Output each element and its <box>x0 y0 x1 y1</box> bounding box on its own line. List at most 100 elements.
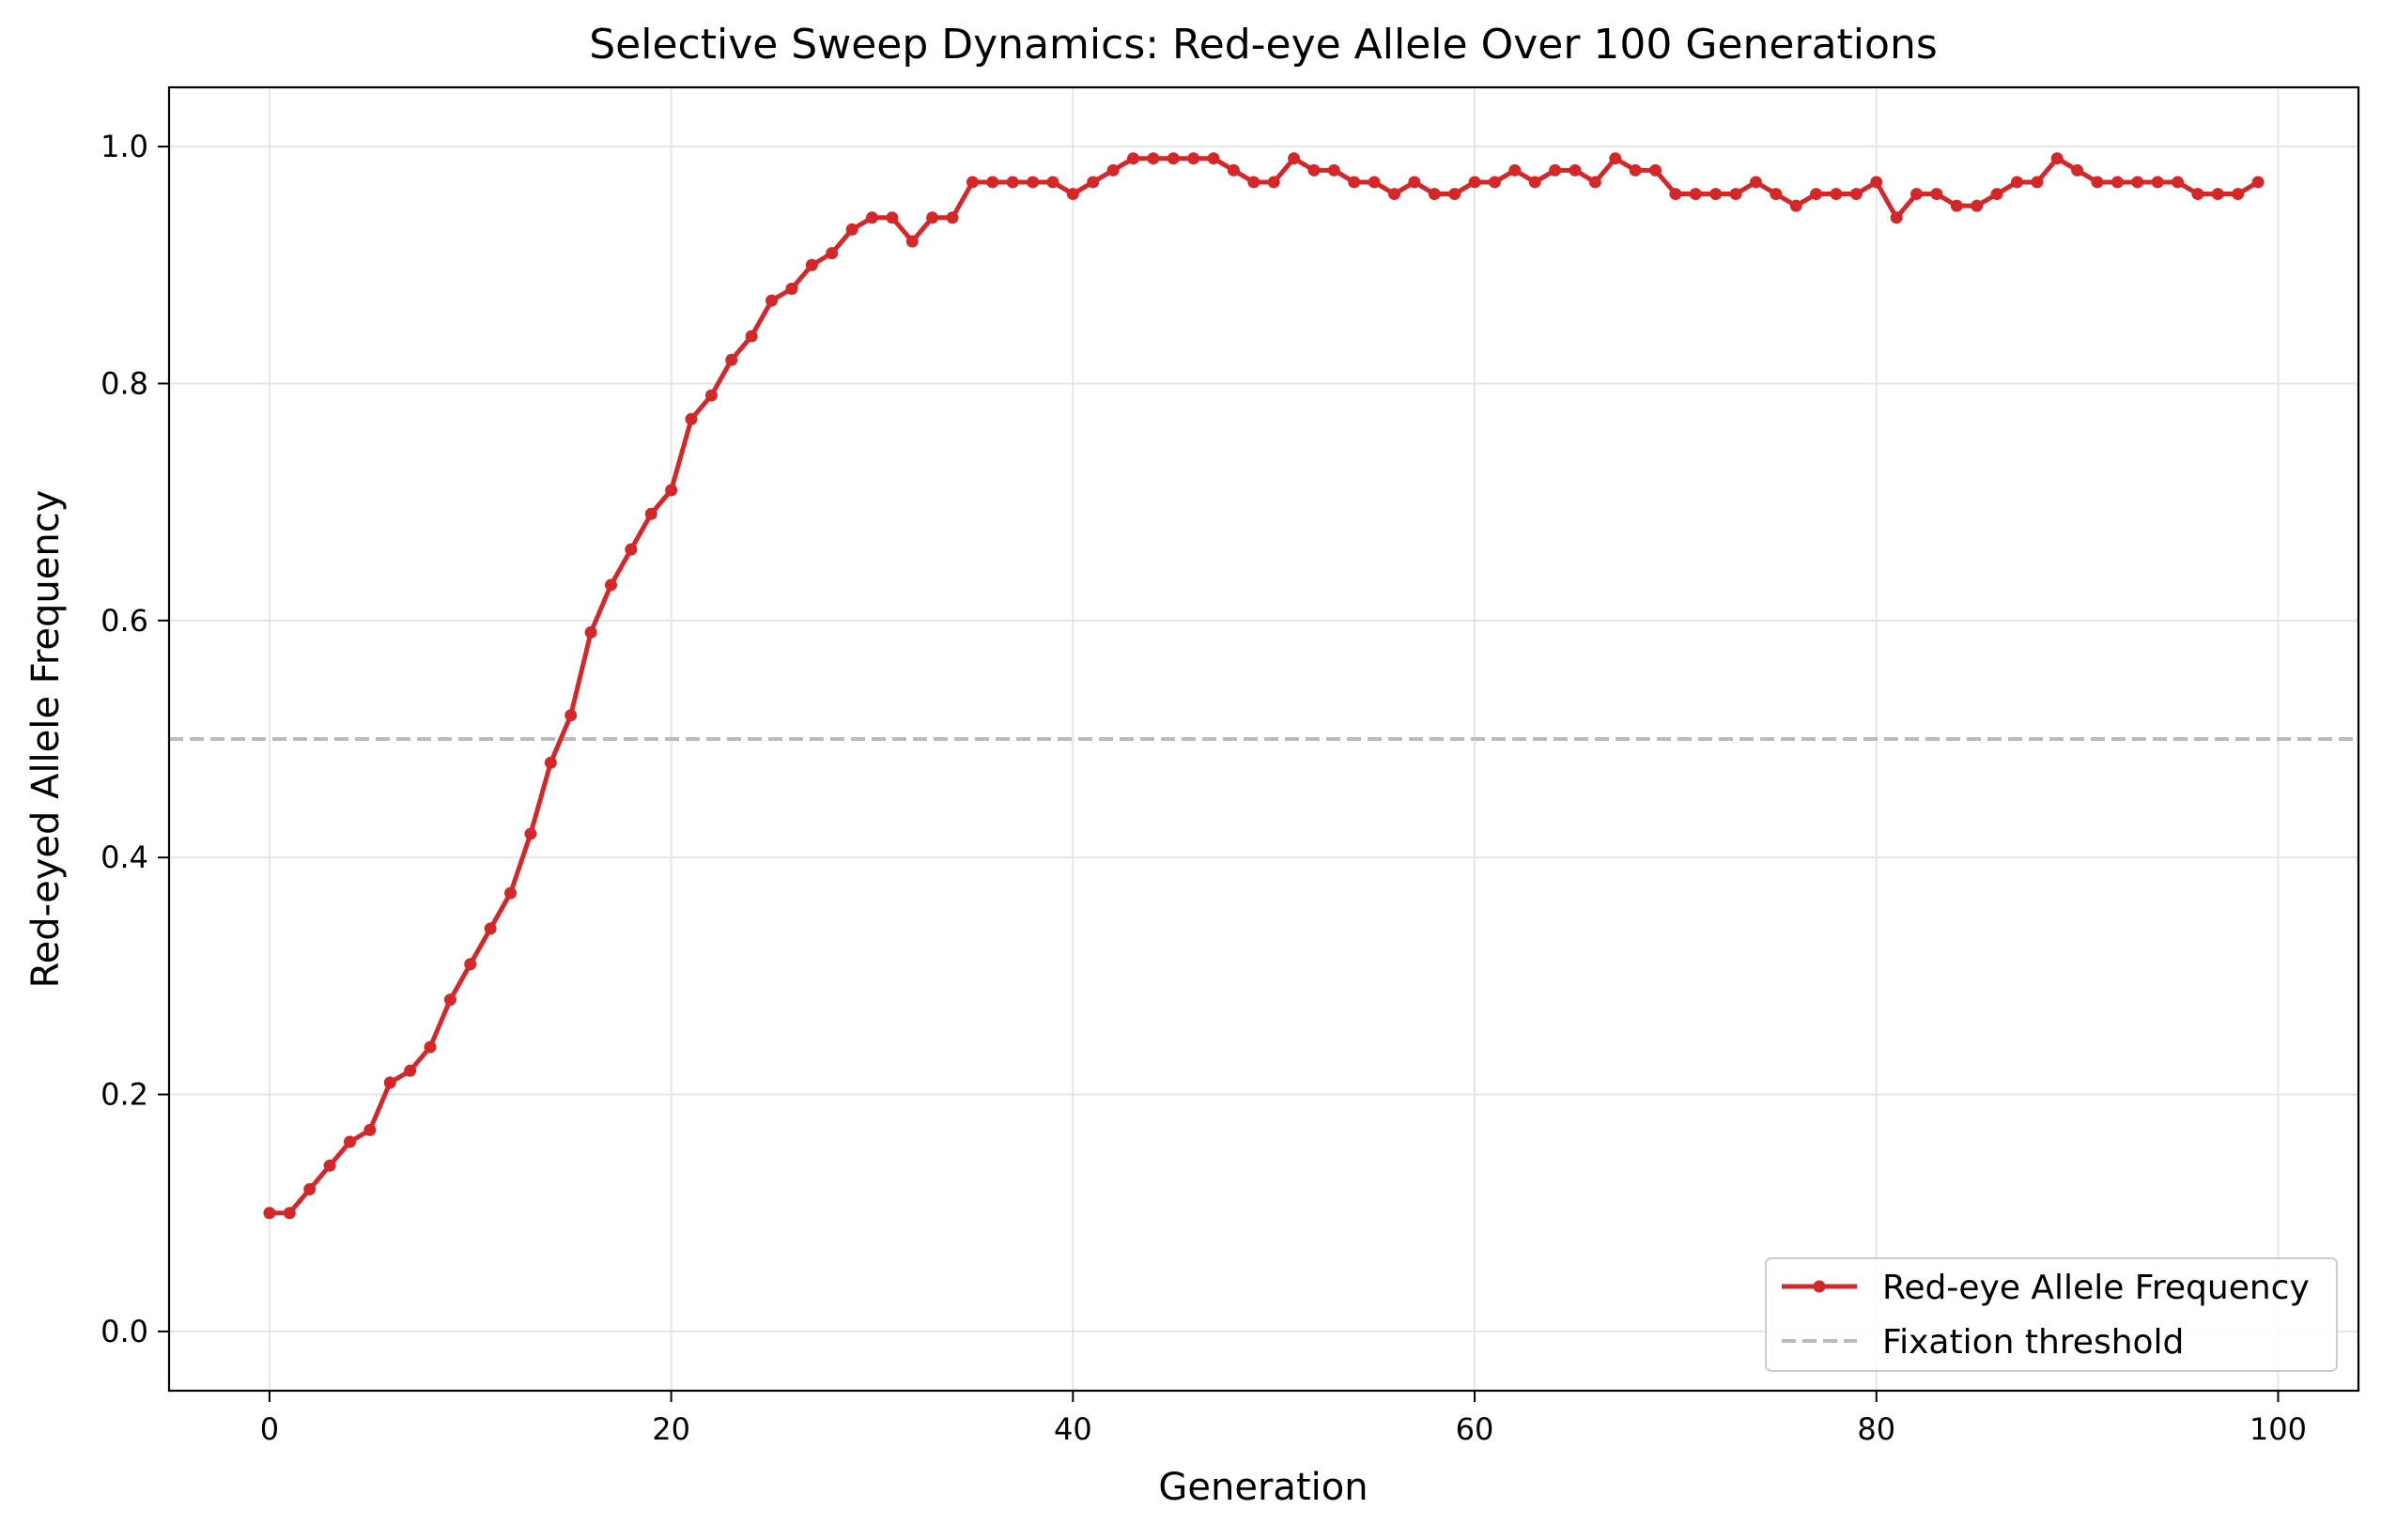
data-point <box>1549 163 1562 177</box>
data-point <box>363 1123 377 1136</box>
data-point <box>2251 176 2265 189</box>
data-point <box>1749 176 1762 189</box>
data-point <box>946 211 959 224</box>
data-point <box>1830 188 1843 201</box>
x-tick-label: 100 <box>2250 1411 2307 1447</box>
data-point <box>1247 176 1260 189</box>
data-point <box>443 993 456 1007</box>
data-point <box>323 1159 336 1172</box>
data-point <box>2211 188 2224 201</box>
data-point <box>564 709 578 722</box>
data-point <box>625 543 638 556</box>
data-point <box>1066 188 1079 201</box>
legend-marker-red-eye-allele <box>1813 1280 1826 1293</box>
data-point <box>926 211 939 224</box>
data-point <box>1288 152 1301 165</box>
data-point <box>303 1182 317 1195</box>
data-point <box>1588 176 1601 189</box>
y-tick-label: 1.0 <box>100 129 148 164</box>
data-point <box>1388 188 1401 201</box>
data-point <box>1971 199 1984 212</box>
data-point <box>383 1076 396 1089</box>
legend: Red-eye Allele Frequency Fixation thresh… <box>1765 1257 2338 1372</box>
data-point <box>343 1135 356 1148</box>
y-axis-ticks: 0.0 0.2 0.4 0.6 0.8 1.0 <box>100 129 169 1349</box>
data-point <box>2110 176 2124 189</box>
data-point <box>2232 188 2245 201</box>
y-tick-label: 0.6 <box>100 603 148 639</box>
data-point <box>2151 176 2164 189</box>
data-point <box>1770 188 1783 201</box>
data-point <box>826 247 839 260</box>
data-point <box>1368 176 1381 189</box>
data-point <box>1569 163 1582 177</box>
data-point <box>1689 188 1702 201</box>
legend-label-fixation-threshold: Fixation threshold <box>1882 1323 2184 1362</box>
data-point <box>765 294 779 307</box>
data-point <box>604 578 617 592</box>
series-line-red-eye-allele <box>267 156 2261 1216</box>
data-point <box>2191 188 2204 201</box>
data-point <box>584 625 597 639</box>
data-point <box>1910 188 1924 201</box>
data-point <box>1468 176 1481 189</box>
data-point <box>2131 176 2144 189</box>
x-tick-label: 60 <box>1456 1411 1494 1447</box>
data-point <box>1629 163 1642 177</box>
legend-label-red-eye-allele: Red-eye Allele Frequency <box>1882 1269 2310 1307</box>
data-point <box>1649 163 1662 177</box>
data-point <box>1087 176 1100 189</box>
data-point <box>1990 188 2003 201</box>
data-point <box>1307 163 1321 177</box>
data-point <box>1327 163 1340 177</box>
data-point <box>1890 211 1903 224</box>
data-point <box>1528 176 1541 189</box>
data-point <box>504 886 518 900</box>
data-point <box>986 176 999 189</box>
x-tick-label: 20 <box>652 1411 690 1447</box>
data-point <box>1709 188 1723 201</box>
data-point <box>1669 188 1682 201</box>
data-point <box>1849 188 1863 201</box>
data-point <box>1930 188 1943 201</box>
data-point <box>283 1207 296 1220</box>
data-point <box>404 1064 417 1077</box>
data-point <box>2172 176 2185 189</box>
data-point <box>1348 176 1361 189</box>
x-tick-label: 0 <box>260 1411 279 1447</box>
data-point <box>2091 176 2104 189</box>
data-point <box>1810 188 1823 201</box>
x-axis-label: Generation <box>1158 1466 1368 1509</box>
data-point <box>1870 176 1883 189</box>
x-axis-ticks: 0 20 40 60 80 100 <box>260 1391 2307 1447</box>
y-tick-label: 0.0 <box>100 1314 148 1349</box>
data-point <box>1227 163 1240 177</box>
data-point <box>1508 163 1522 177</box>
data-point <box>1428 188 1441 201</box>
data-point <box>1207 152 1220 165</box>
data-point <box>544 756 557 769</box>
data-point <box>805 258 818 271</box>
y-tick-label: 0.4 <box>100 839 148 875</box>
data-point <box>464 958 477 971</box>
data-point <box>1267 176 1280 189</box>
data-point <box>1106 163 1120 177</box>
data-point <box>1126 152 1139 165</box>
data-point <box>725 353 738 366</box>
data-point <box>845 223 858 236</box>
data-point <box>524 827 537 840</box>
chart-title: Selective Sweep Dynamics: Red-eye Allele… <box>589 21 1938 69</box>
data-point <box>2050 152 2064 165</box>
data-point <box>685 412 698 425</box>
data-point <box>886 211 899 224</box>
data-point <box>2031 176 2044 189</box>
data-point <box>424 1040 437 1054</box>
y-axis-label: Red-eyed Allele Frequency <box>24 490 68 989</box>
data-point <box>1789 199 1802 212</box>
data-point <box>1950 199 1963 212</box>
data-point <box>865 211 878 224</box>
data-point <box>1046 176 1059 189</box>
data-point <box>665 484 678 497</box>
